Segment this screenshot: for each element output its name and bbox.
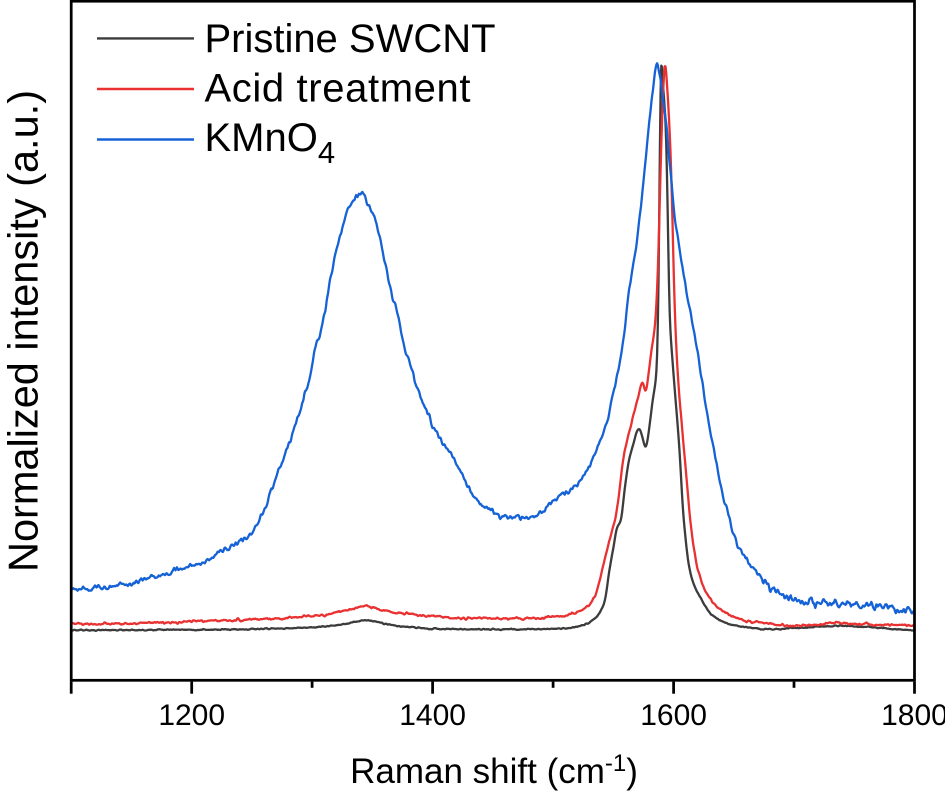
svg-text:Raman shift (cm-1): Raman shift (cm-1)	[350, 750, 638, 791]
svg-text:1200: 1200	[158, 699, 225, 732]
svg-text:1400: 1400	[399, 699, 466, 732]
svg-text:Acid treatment: Acid treatment	[205, 67, 471, 111]
svg-text:1600: 1600	[640, 699, 707, 732]
svg-text:Normalized intensity (a.u.): Normalized intensity (a.u.)	[0, 90, 47, 572]
svg-text:Pristine SWCNT: Pristine SWCNT	[205, 17, 496, 61]
svg-text:1800: 1800	[881, 699, 945, 732]
